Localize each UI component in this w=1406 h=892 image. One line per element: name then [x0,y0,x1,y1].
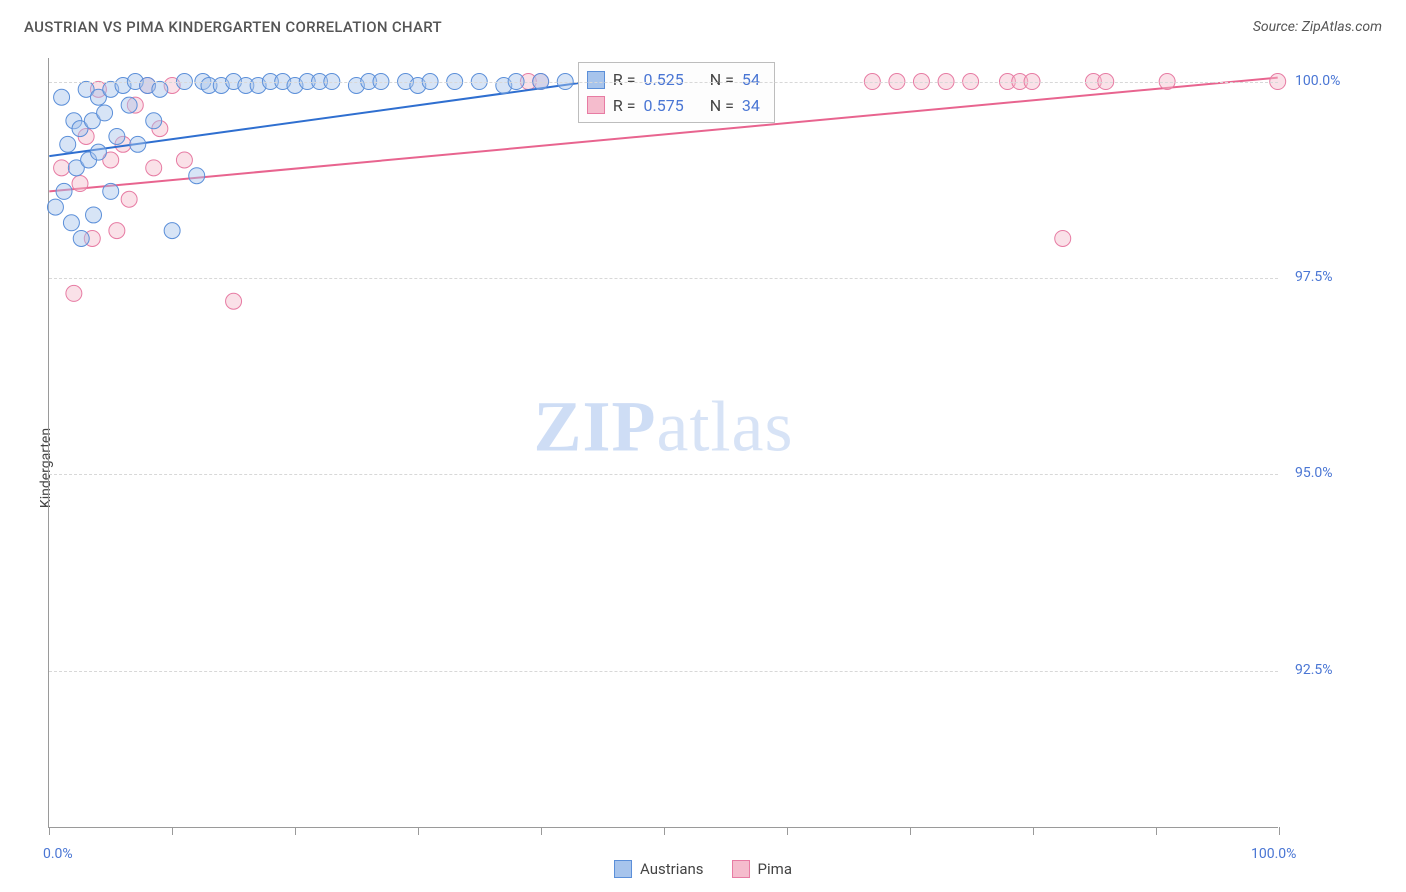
series-a-point [109,128,125,144]
r-value: 0.575 [644,93,684,119]
series-a-point [90,144,106,160]
plot-region: ZIPatlas R = 0.525N = 54R = 0.575N = 34 … [48,58,1278,828]
gridline [49,474,1278,475]
series-a-point [97,105,113,121]
series-a-point [152,81,168,97]
legend-item: Austrians [614,860,704,878]
bottom-legend: Austrians Pima [614,860,792,878]
r-label: R = [613,67,636,93]
x-tick [1033,827,1034,835]
series-b-point [146,160,162,176]
series-a-point [54,89,70,105]
y-tick-label: 97.5% [1295,269,1333,285]
x-tick [787,827,788,835]
series-a-point [130,136,146,152]
series-a-point [164,223,180,239]
x-tick [295,827,296,835]
gridline [49,82,1278,83]
n-label: N = [710,93,734,119]
r-value: 0.525 [644,67,684,93]
gridline [49,671,1278,672]
x-tick [541,827,542,835]
series-b-point [1055,230,1071,246]
legend-swatch-icon [732,860,750,878]
legend-swatch-icon [614,860,632,878]
legend-item: Pima [732,860,792,878]
series-b-point [66,285,82,301]
chart-title: AUSTRIAN VS PIMA KINDERGARTEN CORRELATIO… [24,18,442,36]
series-a-point [56,183,72,199]
series-b-point [226,293,242,309]
series-a-point [60,136,76,152]
series-b-point [109,223,125,239]
plot-svg [49,58,1278,827]
series-a-point [121,97,137,113]
series-a-point [73,230,89,246]
x-tick-label: 0.0% [43,846,73,862]
series-a-point [47,199,63,215]
n-value: 34 [742,93,760,119]
stats-legend-row: R = 0.525 N = 54 [587,67,760,93]
legend-label: Pima [758,860,792,878]
series-b-point [176,152,192,168]
gridline [49,278,1278,279]
series-b-point [54,160,70,176]
r-label: R = [613,93,636,119]
source-attribution: Source: ZipAtlas.com [1253,19,1382,35]
legend-label: Austrians [640,860,704,878]
series-b-point [121,191,137,207]
series-a-point [103,183,119,199]
series-a-point [86,207,102,223]
y-tick-label: 100.0% [1295,73,1340,89]
x-tick [418,827,419,835]
n-value: 54 [742,67,760,93]
y-tick-label: 95.0% [1295,465,1333,481]
y-tick-label: 92.5% [1295,662,1333,678]
series-a-point [63,215,79,231]
x-tick [49,827,50,835]
x-tick [664,827,665,835]
x-tick [910,827,911,835]
n-label: N = [710,67,734,93]
series-a-point [189,168,205,184]
legend-swatch-icon [587,96,605,114]
chart-area: Kindergarten ZIPatlas R = 0.525N = 54R =… [0,44,1406,892]
stats-legend-row: R = 0.575 N = 34 [587,93,760,119]
legend-swatch-icon [587,71,605,89]
x-tick [172,827,173,835]
series-a-point [146,113,162,129]
series-b-point [72,176,88,192]
stats-legend: R = 0.525 N = 54 R = 0.575 N = 34 [578,62,775,123]
x-tick [1279,827,1280,835]
x-tick [1156,827,1157,835]
x-tick-label: 100.0% [1251,846,1296,862]
